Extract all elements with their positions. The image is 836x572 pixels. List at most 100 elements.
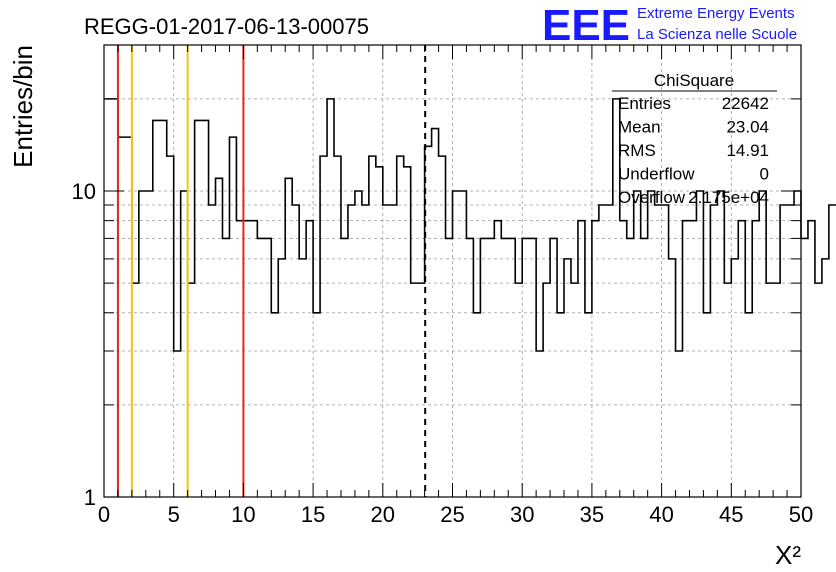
- histogram-bin: [669, 259, 676, 497]
- histogram-bin: [689, 221, 696, 497]
- histogram-bin: [766, 283, 773, 497]
- histogram-bin: [585, 313, 592, 497]
- histogram-bin: [550, 238, 557, 497]
- histogram-bin: [125, 137, 132, 497]
- histogram-bin: [202, 120, 209, 497]
- histogram-bin: [752, 221, 759, 497]
- histogram-bin: [334, 156, 341, 497]
- histogram-bin: [376, 167, 383, 497]
- histogram-bin: [439, 156, 446, 497]
- y-tick-label: 10: [72, 179, 96, 204]
- axis-ticks: [103, 44, 802, 498]
- histogram-bin: [313, 313, 320, 497]
- histogram-bin: [543, 283, 550, 497]
- x-tick-label: 25: [440, 502, 464, 527]
- x-tick-label: 50: [789, 502, 813, 527]
- stats-row-label: Mean: [618, 118, 661, 137]
- stats-row-value: 0: [760, 165, 769, 184]
- histogram-bin: [174, 351, 181, 497]
- histogram-bin: [522, 238, 529, 497]
- histogram-bin: [432, 129, 439, 497]
- histogram-bin: [104, 99, 111, 497]
- histogram-bin: [696, 191, 703, 497]
- histogram-bin: [299, 259, 306, 497]
- x-tick-label: 0: [98, 502, 110, 527]
- histogram-bin: [508, 238, 515, 497]
- histogram-bin: [181, 191, 188, 497]
- histogram-bin: [829, 205, 836, 497]
- histogram-bin: [676, 351, 683, 497]
- histogram-bin: [487, 238, 494, 497]
- histogram-bin: [160, 120, 167, 497]
- eee-logo: EEE Extreme Energy Events La Scienza nel…: [542, 1, 797, 50]
- histogram-bin: [822, 259, 829, 497]
- histogram-bin: [327, 99, 334, 497]
- histogram-bin: [620, 221, 627, 497]
- histogram-bin: [153, 120, 160, 497]
- histogram-bin: [501, 238, 508, 497]
- histogram-bin: [731, 259, 738, 497]
- histogram-bin: [369, 156, 376, 497]
- x-tick-label: 45: [719, 502, 743, 527]
- y-axis-label: Entries/bin: [8, 45, 38, 168]
- histogram-bin: [418, 283, 425, 497]
- histogram-bin: [390, 205, 397, 497]
- histogram-bin: [557, 313, 564, 497]
- y-tick-labels: 1 10: [72, 179, 96, 510]
- histogram-bin: [243, 221, 250, 497]
- histogram-bin: [571, 283, 578, 497]
- histogram-bin: [411, 283, 418, 497]
- histogram-bin: [780, 205, 787, 497]
- histogram-bin: [738, 221, 745, 497]
- stats-box-title: ChiSquare: [654, 71, 734, 90]
- histogram-bin: [348, 205, 355, 497]
- histogram-bin: [236, 221, 243, 497]
- stats-row-value: 2.175e+04: [688, 188, 769, 207]
- x-axis-label: X²: [775, 540, 801, 570]
- stats-row-value: 23.04: [726, 118, 769, 137]
- x-tick-label: 10: [231, 502, 255, 527]
- histogram-bin: [222, 238, 229, 497]
- histogram-bin: [815, 283, 822, 497]
- x-tick-label: 15: [301, 502, 325, 527]
- histogram-bin: [355, 191, 362, 497]
- histogram-bin: [529, 238, 536, 497]
- stats-row-value: 22642: [722, 94, 769, 113]
- logo-line-1: Extreme Energy Events: [637, 5, 795, 22]
- histogram-bin: [257, 238, 264, 497]
- histogram-bin: [188, 283, 195, 497]
- histogram-bin: [209, 205, 216, 497]
- histogram-bin: [724, 283, 731, 497]
- x-tick-label: 35: [580, 502, 604, 527]
- histogram-bin: [271, 313, 278, 497]
- x-tick-label: 30: [510, 502, 534, 527]
- histogram-bin: [167, 156, 174, 497]
- histogram-bin: [278, 259, 285, 497]
- eee-logo-mark: EEE: [542, 1, 630, 50]
- histogram-bin: [759, 191, 766, 497]
- histogram-bin: [404, 167, 411, 497]
- histogram-bin: [648, 191, 655, 497]
- x-tick-labels: 0 5 10 15 20 25 30 35 40 45 50: [98, 502, 813, 527]
- histogram-bin: [801, 238, 808, 497]
- histogram-bin: [459, 191, 466, 497]
- marker-lines: [116, 45, 427, 497]
- histogram-bin: [446, 238, 453, 497]
- histogram-bin: [703, 313, 710, 497]
- histogram-bin: [146, 191, 153, 497]
- histogram-bin: [494, 221, 501, 497]
- histogram-bin: [320, 156, 327, 497]
- logo-line-2: La Scienza nelle Scuole: [637, 26, 797, 43]
- histogram-bin: [627, 238, 634, 497]
- stats-row-label: RMS: [618, 141, 656, 160]
- histogram-bin: [606, 205, 613, 497]
- x-tick-label: 20: [371, 502, 395, 527]
- histogram-bin: [195, 120, 202, 497]
- histogram-bin: [132, 283, 139, 497]
- histogram-bin: [285, 178, 292, 497]
- histogram-bin: [383, 205, 390, 497]
- histogram-bin: [592, 221, 599, 497]
- stats-box: ChiSquare Entries 22642 Mean 23.04 RMS 14.91 U…: [612, 71, 777, 207]
- stats-row-label: Entries: [618, 94, 671, 113]
